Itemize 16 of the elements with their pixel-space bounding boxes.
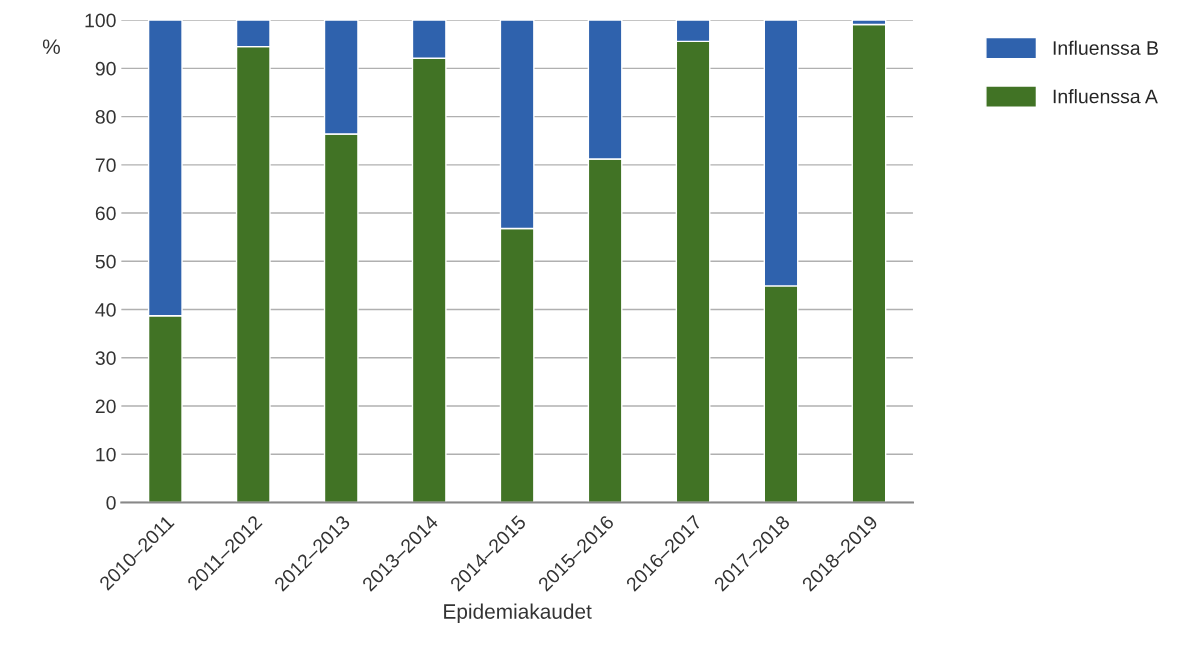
y-tick-label: 70 — [95, 158, 116, 173]
y-tick-label: 20 — [95, 399, 116, 414]
y-tick-label: 30 — [95, 351, 116, 366]
bar — [851, 23, 887, 503]
legend-label: Influenssa A — [1053, 89, 1158, 104]
y-axis-title: % — [42, 39, 60, 54]
y-tick-label: 100 — [85, 13, 116, 28]
y-tick-label: 0 — [106, 495, 116, 510]
y-tick-label: 60 — [95, 206, 116, 221]
x-axis-title: Epidemiakaudet — [444, 603, 592, 623]
y-tick-label: 40 — [95, 303, 116, 317]
y-tick-label: 80 — [95, 110, 116, 124]
y-tick-label: 10 — [96, 447, 116, 462]
y-tick-label: 90 — [95, 61, 116, 76]
legend-label: Influenssa B — [1053, 40, 1158, 55]
y-tick-label: 50 — [95, 254, 116, 269]
